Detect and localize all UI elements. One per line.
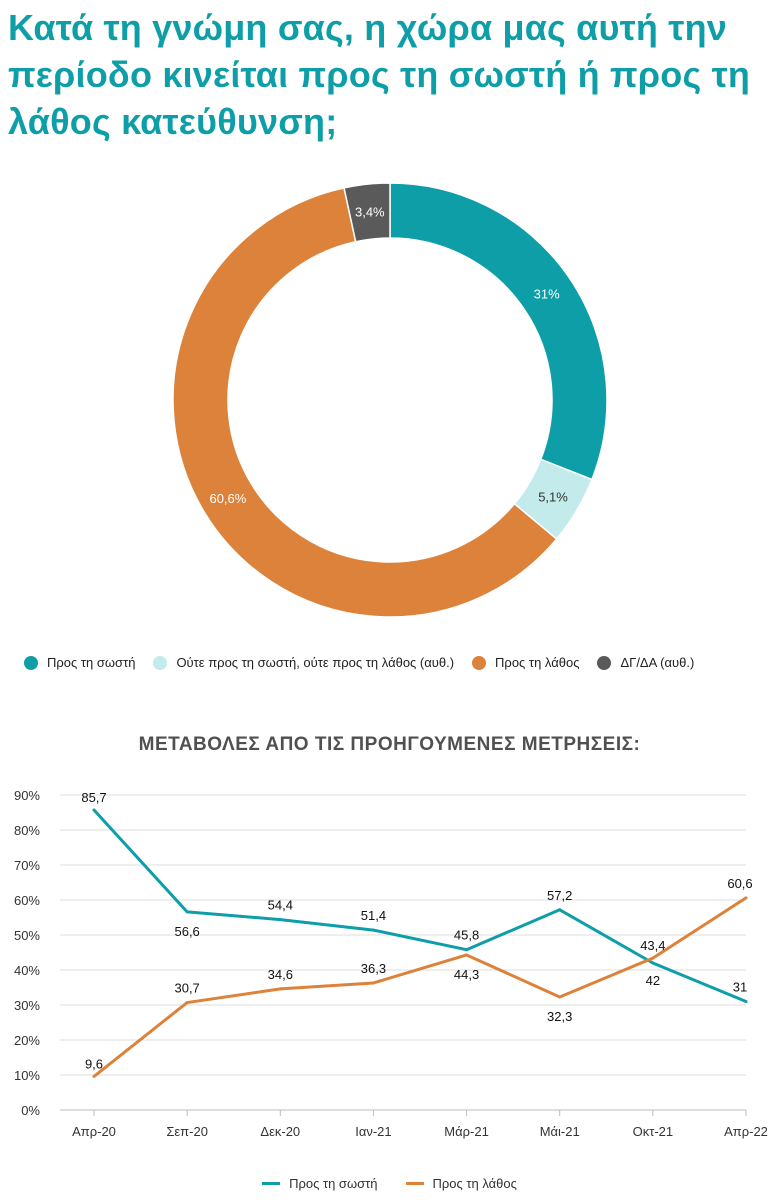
line-legend-label-correct: Προς τη σωστή (289, 1176, 378, 1191)
series-line-correct (92, 809, 747, 1003)
donut-chart: 31% 5,1% 60,6% 3,4% (172, 182, 608, 618)
data-label-correct: 57,2 (547, 888, 572, 903)
series-line-wrong (93, 896, 747, 1078)
donut-label-correct: 31% (534, 286, 560, 301)
data-point-correct (92, 808, 96, 812)
line-legend-label-wrong: Προς τη λάθος (432, 1176, 517, 1191)
line-legend-item-wrong: Προς τη λάθος (405, 1176, 517, 1191)
legend-item-correct: Προς τη σωστή (24, 655, 135, 670)
data-label-wrong: 43,4 (640, 938, 665, 953)
data-label-wrong: 36,3 (361, 961, 386, 976)
y-tick-label: 90% (14, 788, 40, 803)
x-tick-label: Απρ-20 (72, 1124, 116, 1139)
data-point-correct (558, 908, 562, 912)
donut-slice-dk (343, 182, 391, 243)
data-label-wrong: 30,7 (174, 981, 199, 996)
data-label-correct: 31 (733, 980, 747, 995)
data-point-wrong (92, 1074, 96, 1078)
donut-legend: Προς τη σωστή Ούτε προς τη σωστή, ούτε π… (24, 655, 712, 670)
donut-slice-correct (389, 182, 608, 481)
donut-slice-wrong (172, 187, 558, 618)
data-label-wrong: 34,6 (268, 967, 293, 982)
x-tick-label: Σεπ-20 (166, 1124, 208, 1139)
data-label-correct: 56,6 (174, 924, 199, 939)
data-label-wrong: 9,6 (85, 1056, 103, 1071)
legend-dot-wrong (472, 655, 487, 670)
data-point-correct (185, 910, 189, 914)
legend-dot-neither (153, 655, 168, 670)
data-label-wrong: 32,3 (547, 1009, 572, 1024)
x-tick-label: Απρ-22 (724, 1124, 768, 1139)
y-tick-label: 70% (14, 858, 40, 873)
legend-label-dk: ΔΓ/ΔΑ (αυθ.) (620, 655, 695, 670)
line-legend-swatch-correct (262, 1182, 281, 1185)
line-chart: 0% 10% 20% 30% 40% 50% 60% 70% 80% 90% Απρ-20 Σεπ-2… (14, 788, 768, 1139)
line-legend-item-correct: Προς τη σωστή (262, 1176, 378, 1191)
line-chart-title: ΜΕΤΑΒΟΛΕΣ ΑΠΟ ΤΙΣ ΠΡΟΗΓΟΥΜΕΝΕΣ ΜΕΤΡΗΣΕΙΣ… (138, 734, 641, 755)
legend-dot-correct (24, 655, 38, 670)
data-label-correct: 51,4 (361, 908, 386, 923)
legend-item-wrong: Προς τη λάθος (472, 655, 579, 670)
data-point-wrong (278, 987, 282, 991)
x-tick-label: Ιαν-21 (355, 1124, 391, 1139)
data-label-correct: 54,4 (268, 898, 293, 913)
data-point-correct (744, 1000, 748, 1003)
donut-label-dk: 3,4% (355, 205, 385, 220)
data-point-wrong (465, 953, 469, 957)
data-label-correct: 85,7 (81, 790, 106, 805)
y-tick-label: 80% (14, 823, 40, 838)
y-tick-label: 30% (14, 998, 40, 1013)
x-tick-label: Μάι-21 (540, 1124, 580, 1139)
y-tick-label: 50% (14, 928, 40, 943)
data-point-wrong (558, 995, 562, 999)
y-tick-label: 40% (14, 963, 40, 978)
data-point-correct (651, 961, 655, 965)
data-point-wrong (651, 956, 655, 960)
data-point-wrong (371, 981, 375, 985)
y-tick-label: 0% (21, 1103, 40, 1118)
y-tick-label: 10% (14, 1068, 40, 1083)
legend-item-neither: Ούτε προς τη σωστή, ούτε προς τη λάθος (… (153, 655, 454, 670)
data-point-correct (465, 948, 469, 952)
line-legend: Προς τη σωστή Προς τη λάθος (0, 1176, 779, 1191)
line-legend-swatch-wrong (405, 1182, 424, 1185)
x-tick-label: Δεκ-20 (260, 1124, 300, 1139)
legend-label-wrong: Προς τη λάθος (495, 655, 580, 670)
legend-label-correct: Προς τη σωστή (47, 655, 136, 670)
y-tick-label: 20% (14, 1033, 40, 1048)
data-point-wrong (185, 1001, 189, 1005)
data-label-wrong: 60,6 (727, 876, 752, 891)
data-point-wrong (744, 896, 748, 900)
data-point-correct (278, 918, 282, 922)
data-point-correct (371, 928, 375, 932)
legend-label-neither: Ούτε προς τη σωστή, ούτε προς τη λάθος (… (176, 655, 455, 670)
page-title: Κατά τη γνώμη σας, η χώρα μας αυτή την π… (8, 7, 751, 142)
data-label-correct: 42 (646, 973, 660, 988)
x-tick-label: Οκτ-21 (633, 1124, 674, 1139)
y-tick-label: 60% (14, 893, 40, 908)
data-label-wrong: 44,3 (454, 967, 479, 982)
donut-label-wrong: 60,6% (209, 491, 246, 506)
legend-dot-dk (597, 655, 612, 670)
x-tick-label: Μάρ-21 (444, 1124, 489, 1139)
data-label-correct: 45,8 (454, 928, 479, 943)
legend-item-dk: ΔΓ/ΔΑ (αυθ.) (597, 655, 694, 670)
donut-label-neither: 5,1% (538, 490, 568, 505)
